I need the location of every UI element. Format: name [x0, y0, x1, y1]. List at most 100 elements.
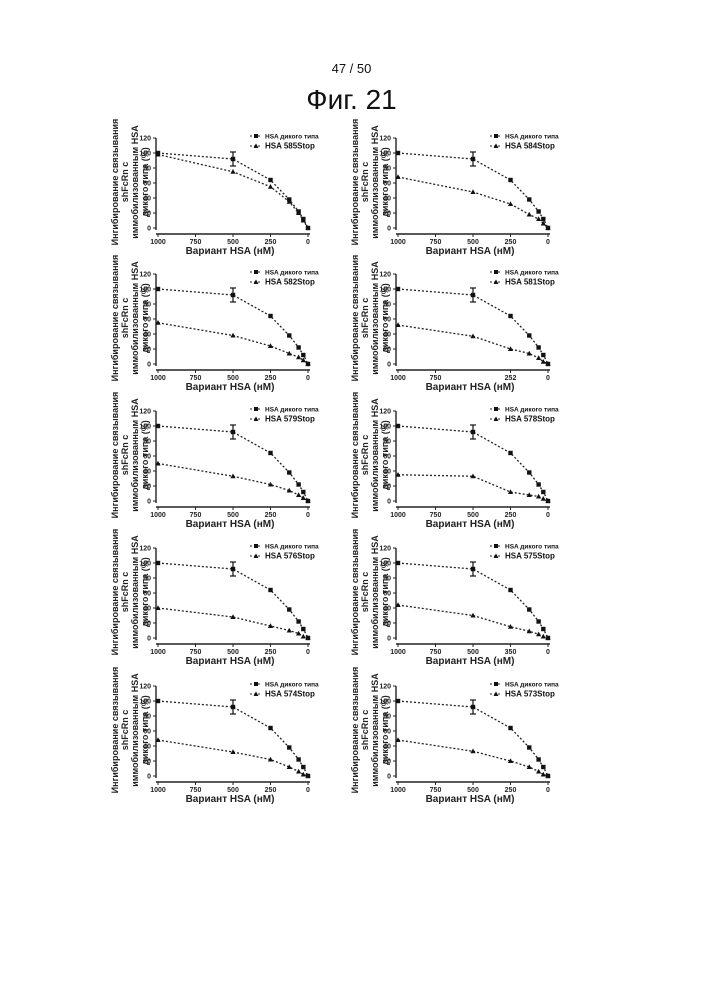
chart-panel: Ингибирование связывания shFcRn с иммоби…	[340, 405, 640, 533]
data-point-triangle	[230, 473, 235, 478]
y-tick-label: 120	[139, 136, 151, 143]
y-tick-label: 20	[383, 759, 391, 766]
variant-series-line	[158, 740, 308, 776]
y-tick-label: 0	[147, 362, 151, 369]
legend-square-icon	[494, 270, 498, 274]
x-tick-label: 0	[306, 512, 310, 519]
data-point-square	[287, 745, 291, 749]
data-point-triangle	[541, 634, 546, 639]
x-tick-label: 500	[467, 512, 479, 519]
legend-wild-type-label: HSA дикого типа	[505, 544, 559, 551]
legend-square-icon	[254, 270, 258, 274]
data-point-square	[536, 619, 540, 623]
y-tick-label: 100	[379, 699, 391, 706]
data-point-square	[301, 490, 305, 494]
data-point-square	[527, 745, 531, 749]
data-point-square	[287, 470, 291, 474]
figure-title: Фиг. 21	[0, 84, 703, 116]
y-tick-label: 0	[387, 226, 391, 233]
y-tick-label: 80	[383, 166, 391, 173]
y-tick-label: 80	[383, 302, 391, 309]
x-axis-label: Вариант HSA (нМ)	[160, 519, 300, 530]
y-tick-label: 0	[147, 774, 151, 781]
data-point-triangle	[536, 494, 541, 499]
legend-variant-label: HSA 576Stop	[265, 552, 315, 561]
x-tick-label: 1000	[150, 649, 166, 656]
legend-wild-type-label: HSA дикого типа	[265, 407, 319, 414]
x-tick-label: 1000	[390, 649, 406, 656]
x-axis-label: Вариант HSA (нМ)	[400, 382, 540, 393]
y-tick-label: 80	[143, 576, 151, 583]
y-tick-label: 60	[383, 317, 391, 324]
y-tick-label: 100	[379, 151, 391, 158]
x-tick-label: 1000	[390, 239, 406, 246]
legend-variant-label: HSA 582Stop	[265, 278, 315, 287]
x-axis-label: Вариант HSA (нМ)	[160, 382, 300, 393]
data-point-square	[301, 765, 305, 769]
y-tick-label: 20	[383, 347, 391, 354]
data-point-square	[268, 726, 272, 730]
data-point-square	[541, 217, 545, 221]
legend-square-icon	[494, 682, 498, 686]
data-point-square	[508, 588, 512, 592]
page-number: 47 / 50	[0, 61, 703, 76]
x-tick-label: 750	[430, 649, 442, 656]
data-point-triangle	[470, 189, 475, 194]
y-tick-label: 60	[383, 729, 391, 736]
x-tick-label: 0	[546, 512, 550, 519]
data-point-triangle	[287, 628, 292, 633]
x-tick-label: 0	[306, 649, 310, 656]
data-point-square	[301, 353, 305, 357]
y-tick-label: 100	[379, 561, 391, 568]
y-tick-label: 100	[139, 424, 151, 431]
x-axis-label: Вариант HSA (нМ)	[400, 656, 540, 667]
legend-wild-type-label: HSA дикого типа	[505, 270, 559, 277]
x-tick-label: 500	[227, 239, 239, 246]
legend-square-icon	[254, 544, 258, 548]
chart-svg: 02040608010012010007505002500HSA дикого …	[340, 132, 570, 247]
variant-series-line	[398, 740, 548, 776]
legend-variant-label: HSA 578Stop	[505, 415, 555, 424]
x-tick-label: 1000	[150, 512, 166, 519]
y-tick-label: 80	[383, 439, 391, 446]
x-tick-label: 500	[467, 649, 479, 656]
variant-series-line	[398, 605, 548, 638]
y-tick-label: 20	[143, 211, 151, 218]
y-tick-label: 120	[139, 546, 151, 553]
y-tick-label: 0	[147, 636, 151, 643]
x-tick-label: 1000	[150, 239, 166, 246]
y-tick-label: 0	[147, 499, 151, 506]
variant-series-line	[398, 325, 548, 364]
data-point-square	[536, 757, 540, 761]
data-point-square	[296, 619, 300, 623]
data-point-triangle	[536, 631, 541, 636]
y-tick-label: 80	[143, 302, 151, 309]
legend-variant-label: HSA 579Stop	[265, 415, 315, 424]
y-tick-label: 100	[379, 424, 391, 431]
legend-wild-type-label: HSA дикого типа	[265, 682, 319, 689]
chart-panel: Ингибирование связывания shFcRn с иммоби…	[340, 542, 640, 670]
y-tick-label: 100	[139, 699, 151, 706]
x-tick-label: 750	[190, 375, 202, 382]
y-tick-label: 100	[139, 151, 151, 158]
variant-series-line	[158, 323, 308, 364]
x-tick-label: 250	[265, 787, 277, 794]
x-tick-label: 0	[306, 375, 310, 382]
legend-square-icon	[494, 544, 498, 548]
y-tick-label: 120	[379, 546, 391, 553]
data-point-square	[396, 561, 400, 565]
legend-wild-type-label: HSA дикого типа	[505, 682, 559, 689]
data-point-triangle	[536, 769, 541, 774]
x-tick-label: 750	[430, 375, 442, 382]
x-tick-label: 1000	[390, 512, 406, 519]
y-tick-label: 120	[379, 136, 391, 143]
data-point-square	[396, 424, 400, 428]
y-tick-label: 0	[147, 226, 151, 233]
x-tick-label: 0	[306, 239, 310, 246]
x-axis-label: Вариант HSA (нМ)	[160, 794, 300, 805]
legend-square-icon	[494, 407, 498, 411]
y-tick-label: 40	[143, 744, 151, 751]
x-tick-label: 250	[505, 787, 517, 794]
data-point-square	[156, 699, 160, 703]
data-point-square	[296, 345, 300, 349]
